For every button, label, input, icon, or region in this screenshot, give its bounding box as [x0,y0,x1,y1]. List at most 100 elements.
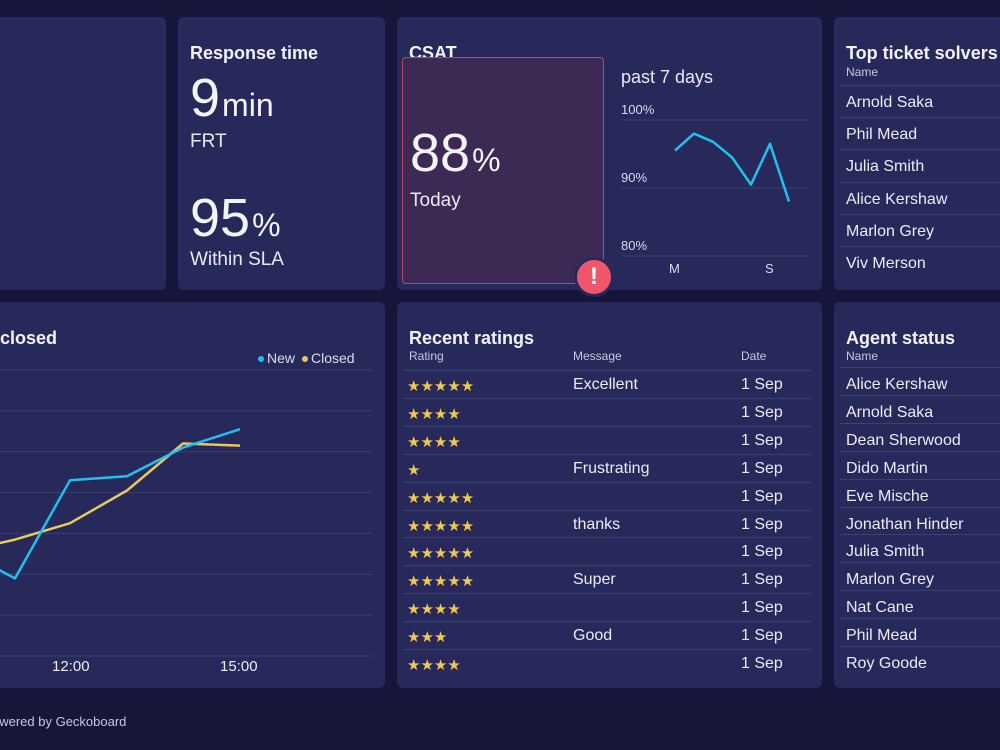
closed-x-tick: 12:00 [52,658,90,675]
row-divider [840,367,1000,368]
row-divider [403,425,811,427]
star-rating: ★★★★ [407,433,461,451]
agent-name: Julia Smith [846,543,925,561]
row-divider [403,621,811,623]
agent-name: Alice Kershaw [846,376,948,393]
solver-name: Alice Kershaw [846,190,948,208]
closed-x-tick: 15:00 [220,658,258,675]
star-rating: ★★★★★ [407,517,475,535]
csat-x-tick: M [669,261,680,276]
csat-y-tick: 100% [621,102,655,117]
csat-today-label: Today [410,190,461,211]
response-time-card: Response time 9min FRT 95% Within SLA [178,17,385,290]
rating-date: 1 Sep [741,459,783,477]
agent-status-card: Agent status Name Alice Kershaw Arnold Sa… [834,302,1000,688]
agents-column-name: Name [846,349,879,363]
star-rating: ★★★★ [407,601,461,619]
star-rating: ★★★★★ [407,573,475,591]
row-divider [840,506,1000,508]
rating-date: 1 Sep [741,599,783,617]
rating-date: 1 Sep [741,403,783,421]
powered-by-footer: owered by Geckoboard [0,714,127,729]
ratings-column-message: Message [573,349,622,363]
solvers-column-name: Name [846,65,879,79]
rating-date: 1 Sep [741,431,783,449]
rating-message: Excellent [573,376,638,393]
csat-y-tick: 90% [621,170,648,185]
agent-name: Nat Cane [846,599,914,617]
solver-name: Viv Merson [846,255,926,272]
sla-label: Within SLA [190,249,284,270]
row-divider [840,85,1000,86]
csat-series-line [674,132,791,202]
ratings-column-rating: Rating [409,349,444,363]
row-divider [403,481,811,483]
csat-x-tick: S [765,261,774,276]
new-closed-title: closed [0,328,58,348]
row-divider [840,590,1000,592]
rating-date: 1 Sep [741,376,783,393]
row-divider [840,422,1000,424]
agent-name: Jonathan Hinder [846,515,964,533]
rating-date: 1 Sep [741,627,783,645]
agent-name: Phil Mead [846,627,918,645]
recent-ratings-title: Recent ratings [409,328,535,348]
row-divider [403,370,811,371]
row-divider [403,593,811,595]
row-divider [840,562,1000,564]
csat-period-label: past 7 days [621,67,714,87]
response-time-title: Response time [190,43,319,63]
agent-name: Dean Sherwood [846,431,961,449]
row-divider [840,117,1000,119]
star-rating: ★★★ [407,629,448,647]
csat-y-tick: 80% [621,238,648,253]
row-divider [403,453,811,455]
ratings-column-date: Date [741,349,767,363]
sla-unit: % [252,207,281,243]
frt-label: FRT [190,131,227,152]
star-rating: ★★★★ [407,405,461,423]
rating-message: thanks [573,515,621,533]
alert-icon[interactable]: ! [574,257,614,297]
rating-date: 1 Sep [741,543,783,561]
solver-name: Phil Mead [846,126,918,144]
series-line-new [0,428,241,580]
star-rating: ★★★★ [407,657,461,674]
solver-name: Julia Smith [846,158,925,176]
rating-message: Super [573,571,616,589]
star-rating: ★★★★★ [407,545,475,563]
agent-status-title: Agent status [846,328,956,348]
row-divider [403,397,811,399]
recent-ratings-card: Recent ratings Rating Message Date ★★★★★… [397,302,822,688]
legend-item-closed: Closed [302,350,355,366]
row-divider [403,509,811,511]
rating-date: 1 Sep [741,655,783,672]
row-divider [840,618,1000,620]
new-closed-line-chart [0,369,372,657]
sla-value: 95% [190,188,281,248]
row-divider [840,478,1000,480]
row-divider [403,537,811,539]
agent-name: Marlon Grey [846,571,935,589]
row-divider [840,646,1000,647]
star-rating: ★★★★★ [407,378,475,395]
metric-card-left [0,17,166,290]
row-divider [840,534,1000,536]
legend-item-new: New [258,350,295,366]
agent-name: Dido Martin [846,459,928,477]
row-divider [840,246,1000,247]
row-divider [840,213,1000,215]
solver-name: Arnold Saka [846,94,934,111]
rating-date: 1 Sep [741,515,783,533]
row-divider [840,394,1000,396]
row-divider [403,565,811,567]
row-divider [840,450,1000,452]
csat-line-chart [621,119,809,257]
row-divider [840,149,1000,151]
agent-name: Roy Goode [846,655,927,672]
rating-date: 1 Sep [741,487,783,505]
star-rating: ★ [407,461,421,479]
rating-date: 1 Sep [741,571,783,589]
legend-dot-new [258,356,264,363]
star-rating: ★★★★★ [407,489,475,507]
